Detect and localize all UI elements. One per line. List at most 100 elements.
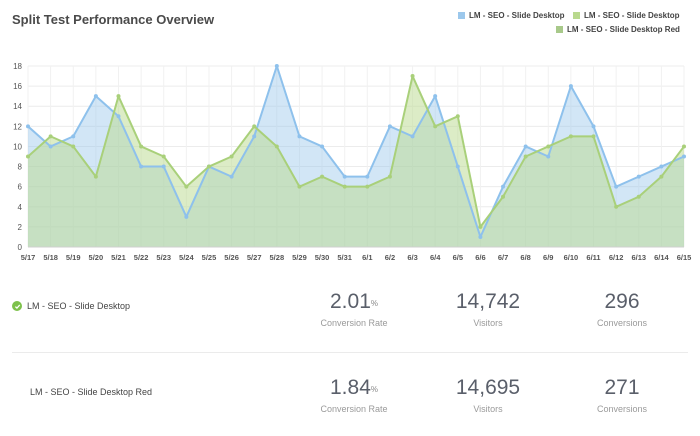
data-point: [523, 144, 528, 149]
data-point: [546, 144, 551, 149]
x-tick-label: 5/29: [292, 253, 307, 262]
legend-item[interactable]: LM - SEO - Slide Desktop: [458, 11, 565, 20]
y-tick-label: 16: [13, 82, 22, 91]
visitors-value: 14,742: [455, 290, 521, 313]
conversion-rate-metric: 2.01% Conversion Rate: [294, 290, 414, 328]
data-point: [26, 124, 30, 129]
legend-item[interactable]: LM - SEO - Slide Desktop Red: [556, 25, 680, 34]
data-point: [478, 234, 483, 239]
data-point: [568, 84, 573, 89]
conversion-rate-label: Conversion Rate: [320, 404, 388, 414]
y-tick-label: 8: [18, 163, 23, 172]
x-tick-label: 5/19: [66, 253, 81, 262]
data-point: [116, 94, 121, 99]
data-point: [71, 144, 76, 149]
data-point: [365, 184, 370, 189]
x-tick-label: 5/31: [337, 253, 352, 262]
chart-title: Split Test Performance Overview: [12, 12, 215, 27]
data-point: [139, 144, 144, 149]
visitors-label: Visitors: [473, 404, 503, 414]
x-tick-label: 5/21: [111, 253, 126, 262]
x-tick-label: 5/30: [315, 253, 330, 262]
data-point: [320, 144, 325, 149]
x-tick-label: 5/18: [43, 253, 58, 262]
x-tick-label: 5/17: [21, 253, 36, 262]
data-point: [614, 184, 619, 189]
legend-item[interactable]: LM - SEO - Slide Desktop: [573, 11, 680, 20]
conversions-value: 271: [604, 376, 640, 399]
data-point: [71, 134, 76, 139]
series-line: [27, 65, 685, 238]
legend-swatch: [556, 26, 563, 33]
x-tick-label: 6/10: [564, 253, 579, 262]
x-tick-label: 6/11: [586, 253, 600, 262]
data-point: [26, 154, 30, 159]
variant-name: LM - SEO - Slide Desktop: [12, 301, 130, 311]
x-tick-label: 5/27: [247, 253, 262, 262]
x-tick-label: 5/28: [270, 253, 285, 262]
x-tick-label: 6/1: [362, 253, 372, 262]
series-area: [28, 76, 684, 247]
area-chart: 0 2 4 6 8 10 12 14 16 18 5/17 5/18 5/19 5/20 5/21 5/22 5…: [13, 62, 691, 262]
data-point: [478, 224, 483, 229]
data-point: [274, 144, 279, 149]
data-point: [116, 114, 121, 119]
data-point: [342, 174, 347, 179]
data-point: [682, 154, 686, 159]
data-point: [387, 124, 392, 129]
check-circle-icon: [12, 301, 22, 311]
data-point: [410, 134, 415, 139]
data-point: [139, 164, 144, 169]
variant-name: LM - SEO - Slide Desktop Red: [30, 387, 152, 397]
x-tick-label: 6/14: [654, 253, 669, 262]
x-tick-label: 6/7: [498, 253, 508, 262]
y-tick-label: 2: [18, 223, 23, 232]
data-point: [455, 114, 460, 119]
x-tick-label: 6/5: [453, 253, 463, 262]
variant-row: LM - SEO - Slide Desktop Red 1.84% Conve…: [12, 370, 688, 432]
data-point: [161, 154, 166, 159]
conversion-rate-metric: 1.84% Conversion Rate: [294, 376, 414, 414]
legend-label: LM - SEO - Slide Desktop: [584, 11, 680, 20]
data-point: [387, 174, 392, 179]
conversions-label: Conversions: [596, 318, 648, 328]
y-tick-label: 12: [13, 122, 22, 131]
variant-name-label: LM - SEO - Slide Desktop: [27, 301, 131, 311]
data-point: [48, 144, 53, 149]
visitors-value: 14,695: [455, 376, 521, 399]
data-point: [365, 174, 370, 179]
data-point: [410, 74, 415, 79]
x-tick-label: 5/22: [134, 253, 149, 262]
x-tick-label: 5/25: [202, 253, 217, 262]
data-point: [297, 184, 302, 189]
conversion-rate-value: 2.01%: [330, 290, 378, 313]
data-point: [93, 174, 98, 179]
data-point: [252, 124, 257, 129]
legend-label: LM - SEO - Slide Desktop: [469, 11, 565, 20]
x-tick-label: 6/2: [385, 253, 395, 262]
data-point: [342, 184, 347, 189]
y-tick-label: 6: [18, 183, 23, 192]
data-point: [591, 134, 596, 139]
variant-name-label: LM - SEO - Slide Desktop Red: [30, 387, 153, 397]
data-point: [568, 134, 573, 139]
conversions-metric: 296 Conversions: [562, 290, 682, 328]
data-point: [229, 174, 234, 179]
data-point: [433, 94, 438, 99]
data-point: [659, 174, 664, 179]
conversion-rate-value: 1.84%: [330, 376, 378, 399]
conversions-metric: 271 Conversions: [562, 376, 682, 414]
data-point: [206, 164, 211, 169]
visitors-metric: 14,695 Visitors: [428, 376, 548, 414]
data-point: [274, 64, 279, 68]
data-point: [682, 144, 686, 149]
variant-row: LM - SEO - Slide Desktop 2.01% Conversio…: [12, 282, 688, 352]
row-divider: [12, 352, 688, 353]
visitors-metric: 14,742 Visitors: [428, 290, 548, 328]
data-point: [659, 164, 664, 169]
data-point: [591, 124, 596, 129]
y-tick-label: 14: [13, 102, 22, 111]
data-point: [501, 194, 506, 199]
conversion-rate-label: Conversion Rate: [320, 318, 388, 328]
x-tick-label: 5/20: [89, 253, 104, 262]
